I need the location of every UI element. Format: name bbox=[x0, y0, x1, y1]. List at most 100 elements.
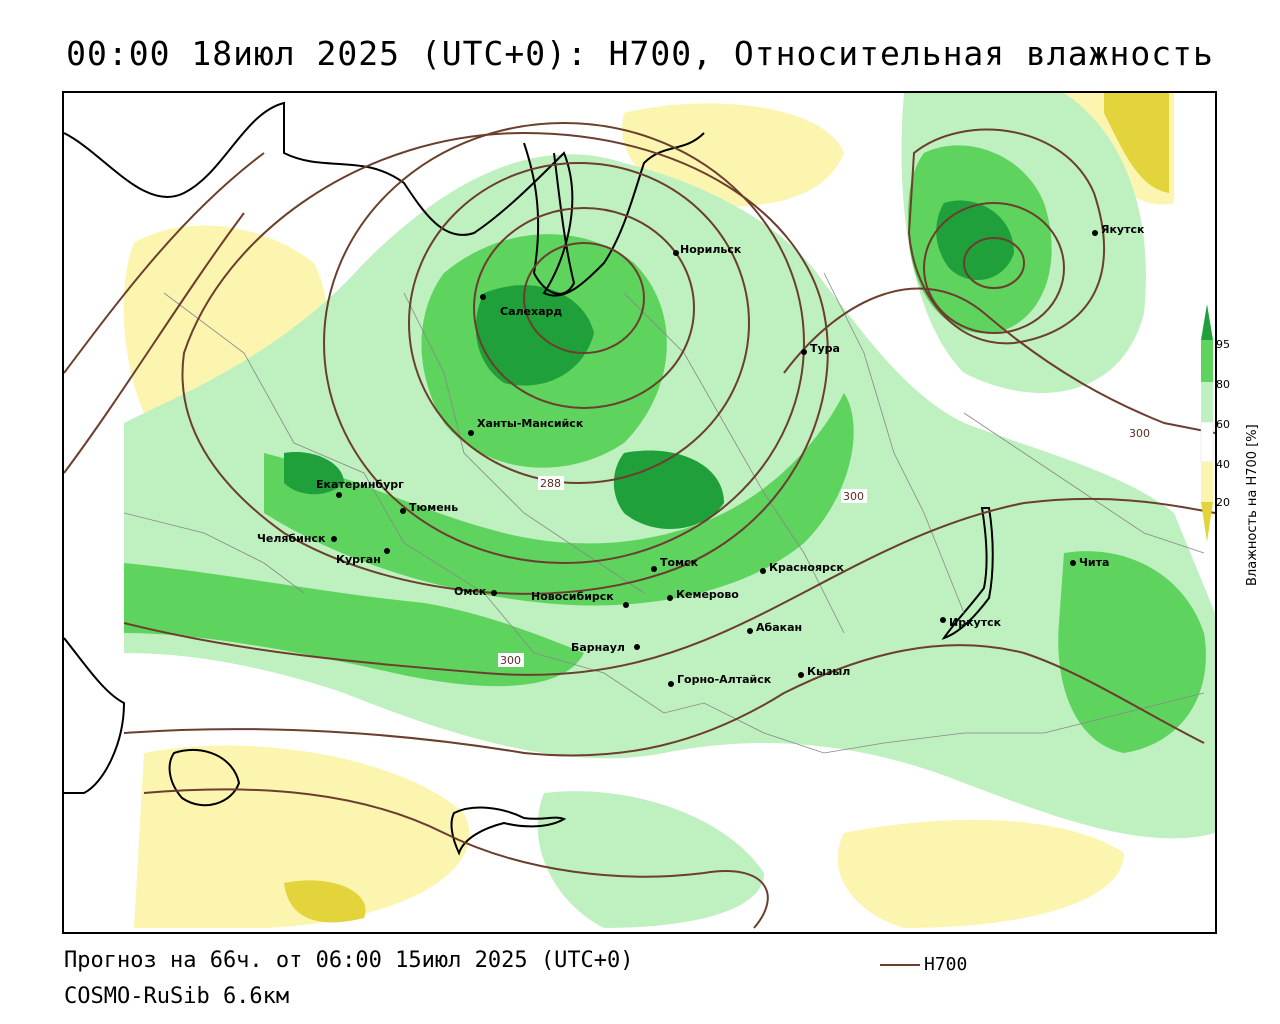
isoline-east-3 bbox=[907, 128, 1105, 345]
very-wet-zone-4 bbox=[284, 452, 344, 495]
isoline-label: 300 bbox=[500, 654, 521, 667]
isoline-low-4 bbox=[323, 122, 805, 564]
city-marker bbox=[480, 294, 486, 300]
city-marker bbox=[491, 590, 497, 596]
colorbar-title-text: Влажность на H700 [%] bbox=[1245, 424, 1260, 586]
city-marker bbox=[384, 548, 390, 554]
city-label-norilsk: Норильск bbox=[680, 243, 742, 256]
city-marker bbox=[798, 672, 804, 678]
city-marker bbox=[668, 681, 674, 687]
city-marker bbox=[623, 602, 629, 608]
city-label-omsk: Омск bbox=[454, 585, 487, 598]
colorbar-top-arrow bbox=[1201, 304, 1213, 340]
baikal-lake bbox=[941, 507, 994, 640]
colorbar-tick: 20 bbox=[1216, 496, 1230, 509]
isoline-south bbox=[143, 788, 769, 929]
city-marker bbox=[801, 349, 807, 355]
city-label-tyumen: Тюмень bbox=[409, 501, 458, 514]
forecast-info: Прогноз на 66ч. от 06:00 15июл 2025 (UTC… bbox=[64, 948, 634, 973]
arctic-coast bbox=[64, 101, 705, 297]
isoline-300-north bbox=[783, 287, 1215, 434]
city-label-salekhard: Салехард bbox=[500, 305, 562, 318]
city-label-tomsk: Томск bbox=[660, 556, 699, 569]
city-marker bbox=[673, 250, 679, 256]
colorbar-tick: 80 bbox=[1216, 378, 1230, 391]
city-label-abakan: Абакан bbox=[756, 621, 802, 634]
isoline-label: 288 bbox=[540, 477, 561, 490]
city-label-kurgan: Курган bbox=[336, 553, 381, 566]
humidity-fill-layer bbox=[123, 93, 1215, 928]
isoline-label-layer: 288 300 300 300 bbox=[498, 426, 1153, 667]
colorbar-segment-20-40 bbox=[1201, 462, 1213, 502]
colorbar-title: Влажность на H700 [%] bbox=[1245, 424, 1260, 586]
model-name: COSMO-RuSib 6.6км bbox=[64, 984, 290, 1009]
city-marker bbox=[331, 536, 337, 542]
city-label-kemerovo: Кемерово bbox=[676, 588, 739, 601]
city-label-novosibirsk: Новосибирск bbox=[531, 590, 614, 603]
city-label-barnaul: Барнаул bbox=[571, 641, 625, 654]
wet-zone-band bbox=[264, 393, 854, 606]
very-wet-zone-1 bbox=[475, 285, 594, 386]
h700-legend-line bbox=[880, 964, 920, 966]
yamal-peninsula bbox=[523, 142, 576, 295]
humidity-colorbar: 95 80 60 40 20 bbox=[1200, 304, 1230, 542]
city-label-tura: Тура bbox=[810, 342, 840, 355]
colorbar-tick: 95 bbox=[1216, 338, 1230, 351]
city-layer: Салехард Норильск Якутск Тура Ханты-Манс… bbox=[257, 223, 1145, 687]
wet-zone-south-band bbox=[124, 563, 584, 687]
balkhash-lake bbox=[450, 806, 567, 856]
humidity-map: 288 300 300 300 Салехард Норильск Якутск… bbox=[64, 93, 1215, 929]
isoline-288 bbox=[181, 131, 829, 595]
city-label-irkutsk: Иркутск bbox=[949, 616, 1002, 629]
isoline-east-2 bbox=[923, 202, 1065, 334]
city-label-chelyabinsk: Челябинск bbox=[257, 532, 326, 545]
city-label-kyzyl: Кызыл bbox=[807, 665, 850, 678]
city-marker bbox=[400, 508, 406, 514]
very-wet-zone-2 bbox=[613, 450, 724, 530]
isoline-300-south bbox=[123, 644, 1205, 757]
city-marker bbox=[468, 430, 474, 436]
colorbar-tick: 60 bbox=[1216, 418, 1230, 431]
city-marker bbox=[634, 644, 640, 650]
moist-zone-south bbox=[537, 791, 764, 928]
h700-isolines bbox=[64, 122, 1215, 929]
colorbar-tick: 40 bbox=[1216, 458, 1230, 471]
dry-zone-south-dark bbox=[284, 880, 366, 923]
city-marker bbox=[1070, 560, 1076, 566]
isoline-far-west bbox=[64, 152, 265, 374]
caspian-sea bbox=[64, 637, 126, 794]
city-marker bbox=[667, 595, 673, 601]
city-marker bbox=[747, 628, 753, 634]
border-layer bbox=[123, 272, 1205, 754]
dry-zone-south bbox=[134, 745, 470, 928]
aral-sea bbox=[168, 748, 241, 807]
city-marker bbox=[336, 492, 342, 498]
coastline-layer bbox=[64, 101, 994, 856]
city-label-krasnoyarsk: Красноярск bbox=[769, 561, 844, 574]
isoline-far-west-2 bbox=[64, 212, 245, 474]
city-marker bbox=[760, 568, 766, 574]
h700-legend-label: H700 bbox=[924, 954, 968, 975]
dry-zone-se bbox=[837, 819, 1124, 928]
city-marker bbox=[940, 617, 946, 623]
isoline-low-2 bbox=[473, 207, 695, 409]
page-title: 00:00 18июл 2025 (UTC+0): H700, Относите… bbox=[66, 34, 1214, 73]
very-wet-zone-3 bbox=[936, 200, 1014, 280]
city-marker bbox=[651, 566, 657, 572]
city-label-yakutsk: Якутск bbox=[1101, 223, 1145, 236]
dry-zone-ne-dark bbox=[1104, 93, 1169, 193]
isoline-300-mid bbox=[123, 497, 1215, 676]
map-frame: 288 300 300 300 Салехард Норильск Якутск… bbox=[62, 91, 1217, 934]
city-marker bbox=[1092, 230, 1098, 236]
city-label-ekaterinburg: Екатеринбург bbox=[316, 478, 404, 491]
isoline-low-3 bbox=[408, 162, 750, 484]
wet-zone-se bbox=[1058, 551, 1206, 753]
city-label-chita: Чита bbox=[1079, 556, 1109, 569]
isoline-label: 300 bbox=[843, 490, 864, 503]
city-label-khanty-mansiysk: Ханты-Мансийск bbox=[477, 417, 584, 430]
isoline-label: 300 bbox=[1129, 427, 1150, 440]
colorbar-bottom-arrow bbox=[1201, 502, 1213, 542]
colorbar-segment-40-60 bbox=[1200, 421, 1214, 463]
colorbar-segment-80-95 bbox=[1201, 340, 1213, 382]
isoline-low-1 bbox=[523, 242, 645, 354]
